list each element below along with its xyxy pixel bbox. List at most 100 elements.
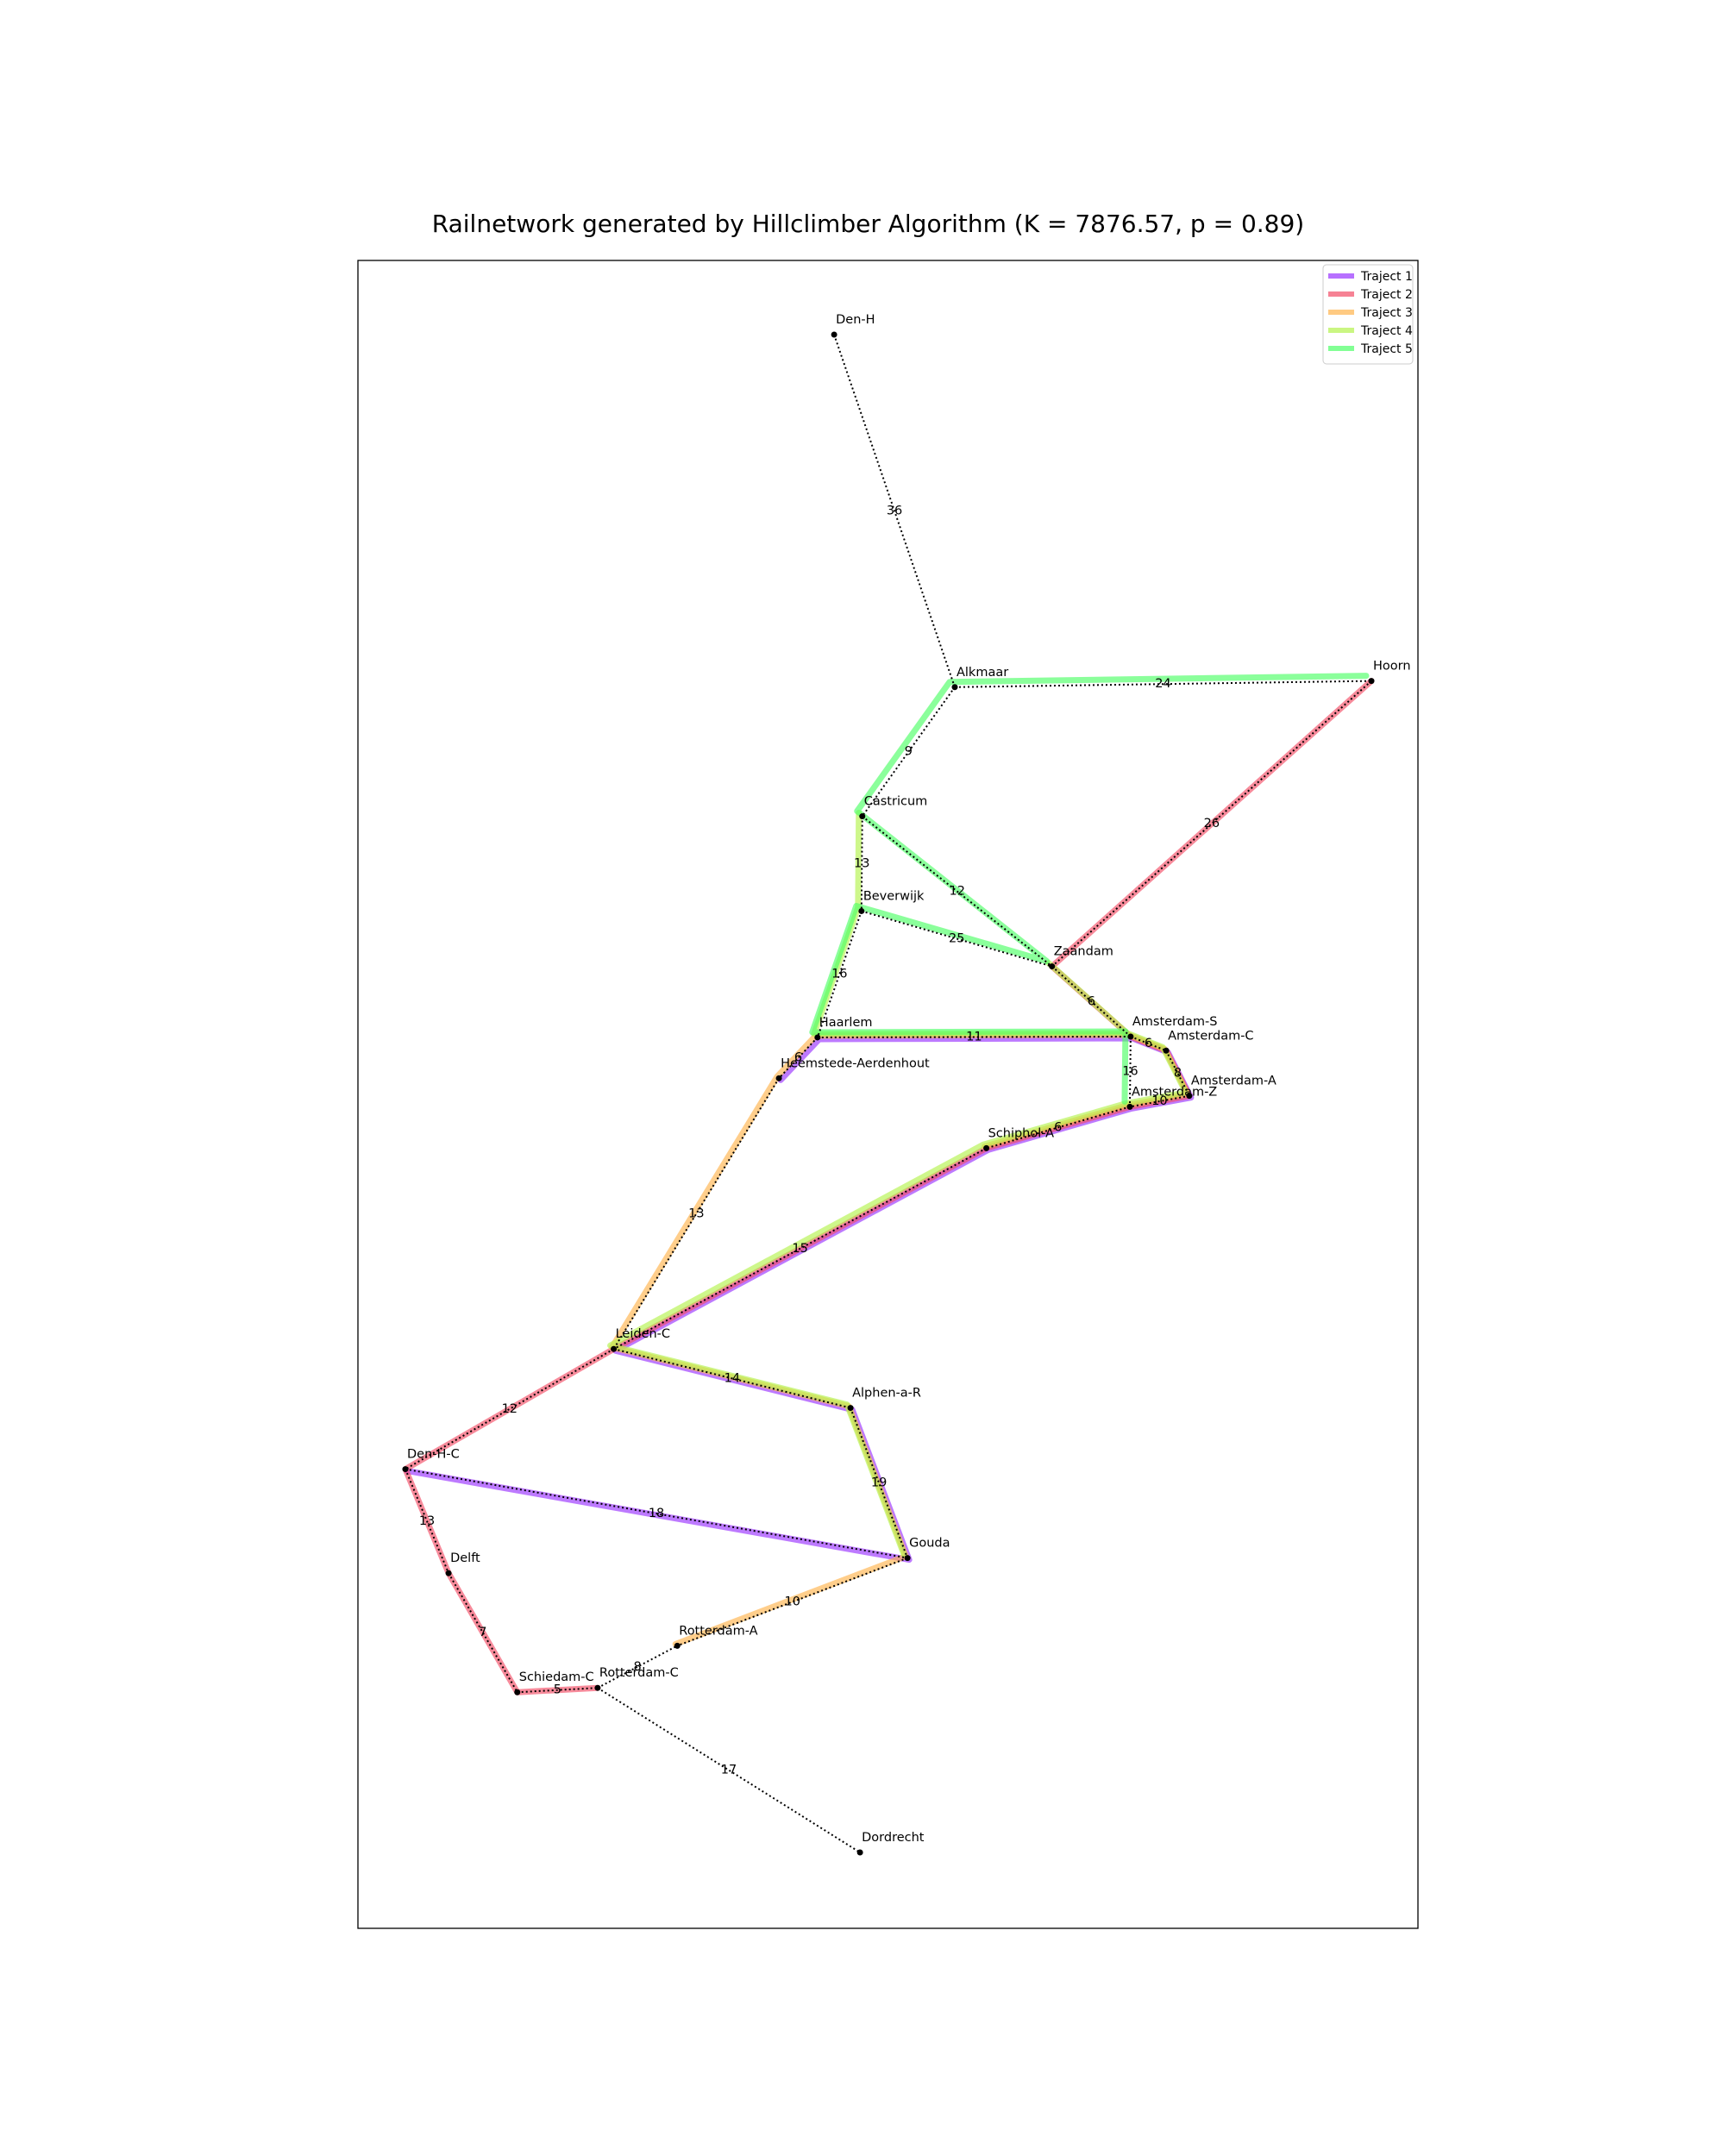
duration-label: 12: [502, 1402, 518, 1416]
legend-label-traject-3: Traject 3: [1360, 306, 1413, 320]
connection-alphen-a-r-gouda: [850, 1407, 909, 1558]
duration-label: 8: [633, 1660, 641, 1674]
station-label-schiphol-a: Schiphol-A: [988, 1126, 1055, 1140]
connection-castricum-zaandam: [862, 815, 1053, 968]
station-label-alkmaar: Alkmaar: [957, 666, 1008, 680]
connection-zaandam-amsterdam-s: [1051, 965, 1132, 1037]
duration-label: 25: [949, 932, 964, 946]
duration-label: 14: [724, 1371, 740, 1385]
duration-label: 16: [831, 968, 847, 981]
station-dot-castricum: [859, 813, 866, 820]
connection-heemstede-aerdenhout-leiden-c: [612, 1077, 780, 1350]
station-label-den-h: Den-H: [836, 313, 875, 327]
station-label-schiedam-c: Schiedam-C: [519, 1670, 594, 1684]
duration-label: 6: [1054, 1120, 1062, 1134]
duration-label: 26: [1204, 817, 1220, 830]
station-dot-delft: [445, 1570, 452, 1576]
station-label-haarlem: Haarlem: [819, 1016, 873, 1030]
plot-frame: [357, 260, 1419, 1929]
station-dot-den-h-c: [402, 1466, 409, 1473]
legend-label-traject-2: Traject 2: [1360, 288, 1413, 302]
duration-label: 18: [649, 1507, 664, 1520]
traject-line-traject-5: [809, 673, 1370, 1105]
duration-label: 13: [688, 1206, 704, 1220]
station-label-amsterdam-a: Amsterdam-A: [1191, 1075, 1276, 1088]
station-layer: [402, 331, 1375, 1856]
station-label-den-h-c: Den-H-C: [407, 1448, 460, 1462]
duration-label: 17: [721, 1764, 737, 1777]
station-dot-alkmaar: [951, 684, 958, 691]
station-label-heemstede-aerdenhout: Heemstede-Aerdenhout: [781, 1056, 930, 1070]
label-layer: 36 24 9 26 13 12 25 16 6 11 6 6 16 8 10 6 15 13 14 12 19 18 13…: [407, 313, 1411, 1845]
duration-label: 36: [887, 504, 902, 517]
duration-label: 6: [1145, 1037, 1152, 1050]
station-label-beverwijk: Beverwijk: [863, 889, 925, 903]
duration-label: 11: [966, 1030, 982, 1044]
connection-leiden-c-alphen-a-r: [613, 1348, 851, 1409]
legend-label-traject-5: Traject 5: [1360, 342, 1413, 356]
connection-beverwijk-zaandam: [861, 910, 1053, 968]
station-dot-zaandam: [1049, 963, 1056, 970]
station-dot-dordrecht: [856, 1849, 863, 1856]
duration-label: 9: [905, 745, 913, 759]
station-dot-amsterdam-s: [1127, 1033, 1134, 1040]
station-dot-gouda: [904, 1555, 911, 1562]
connection-alkmaar-castricum: [861, 686, 956, 818]
duration-label: 13: [854, 857, 869, 871]
duration-label: 16: [1122, 1065, 1138, 1079]
station-dot-alphen-a-r: [847, 1405, 854, 1412]
duration-label: 12: [950, 885, 965, 899]
station-label-alphen-a-r: Alphen-a-R: [852, 1387, 921, 1401]
connection-amsterdam-s-amsterdam-c: [1130, 1036, 1167, 1052]
connection-delft-schiedam-c: [448, 1572, 518, 1693]
duration-label: 8: [1174, 1066, 1182, 1080]
station-dot-schiphol-a: [983, 1144, 990, 1151]
station-label-rotterdam-a: Rotterdam-A: [679, 1624, 757, 1638]
station-label-leiden-c: Leiden-C: [616, 1327, 670, 1341]
station-label-dordrecht: Dordrecht: [862, 1831, 925, 1845]
station-dot-amsterdam-a: [1186, 1093, 1193, 1100]
chart-title: Railnetwork generated by Hillclimber Alg…: [431, 210, 1305, 238]
connection-amsterdam-s-amsterdam-z: [1128, 1036, 1132, 1107]
duration-label: 6: [794, 1051, 802, 1065]
connection-schiphol-a-leiden-c: [613, 1147, 988, 1351]
station-dot-hoorn: [1368, 678, 1375, 685]
station-dot-den-h: [831, 331, 837, 338]
duration-label: 13: [419, 1514, 435, 1528]
station-label-castricum: Castricum: [864, 795, 928, 809]
connection-haarlem-heemstede-aerdenhout: [778, 1037, 819, 1080]
duration-label: 7: [479, 1626, 486, 1639]
duration-label: 10: [1151, 1094, 1167, 1108]
connection-den-h-alkmaar: [833, 334, 956, 688]
connection-amsterdam-a-amsterdam-z: [1129, 1094, 1190, 1108]
station-label-amsterdam-s: Amsterdam-S: [1132, 1015, 1218, 1029]
connection-alkmaar-hoorn: [954, 680, 1372, 688]
station-label-zaandam: Zaandam: [1054, 945, 1113, 959]
station-dot-amsterdam-z: [1126, 1103, 1133, 1110]
duration-label: 6: [1088, 994, 1095, 1008]
connection-amsterdam-z-schiphol-a: [986, 1106, 1131, 1150]
station-label-delft: Delft: [450, 1551, 480, 1565]
duration-label: 5: [554, 1683, 561, 1697]
connection-den-h-c-gouda: [405, 1468, 908, 1559]
station-label-gouda: Gouda: [909, 1537, 950, 1551]
station-dot-rotterdam-a: [674, 1642, 681, 1649]
connection-den-h-c-delft: [405, 1469, 450, 1574]
station-dot-schiedam-c: [514, 1689, 521, 1695]
duration-label: 24: [1155, 677, 1170, 691]
legend-box: [1322, 264, 1414, 365]
legend-label-traject-4: Traject 4: [1360, 324, 1413, 338]
legend-label-traject-1: Traject 1: [1360, 270, 1413, 284]
station-label-amsterdam-c: Amsterdam-C: [1168, 1029, 1253, 1043]
duration-label: 10: [784, 1595, 800, 1608]
station-dot-haarlem: [814, 1034, 821, 1041]
station-dot-rotterdam-c: [594, 1684, 601, 1691]
legend: Traject 1 Traject 2 Traject 3 Traject 4 Traj…: [1322, 264, 1414, 365]
connection-beverwijk-haarlem: [816, 911, 862, 1038]
station-label-amsterdam-z: Amsterdam-Z: [1132, 1085, 1217, 1099]
connection-leiden-c-den-h-c: [405, 1348, 615, 1470]
duration-label: 19: [871, 1476, 887, 1490]
station-label-rotterdam-c: Rotterdam-C: [599, 1666, 679, 1680]
station-dot-amsterdam-c: [1163, 1047, 1170, 1054]
